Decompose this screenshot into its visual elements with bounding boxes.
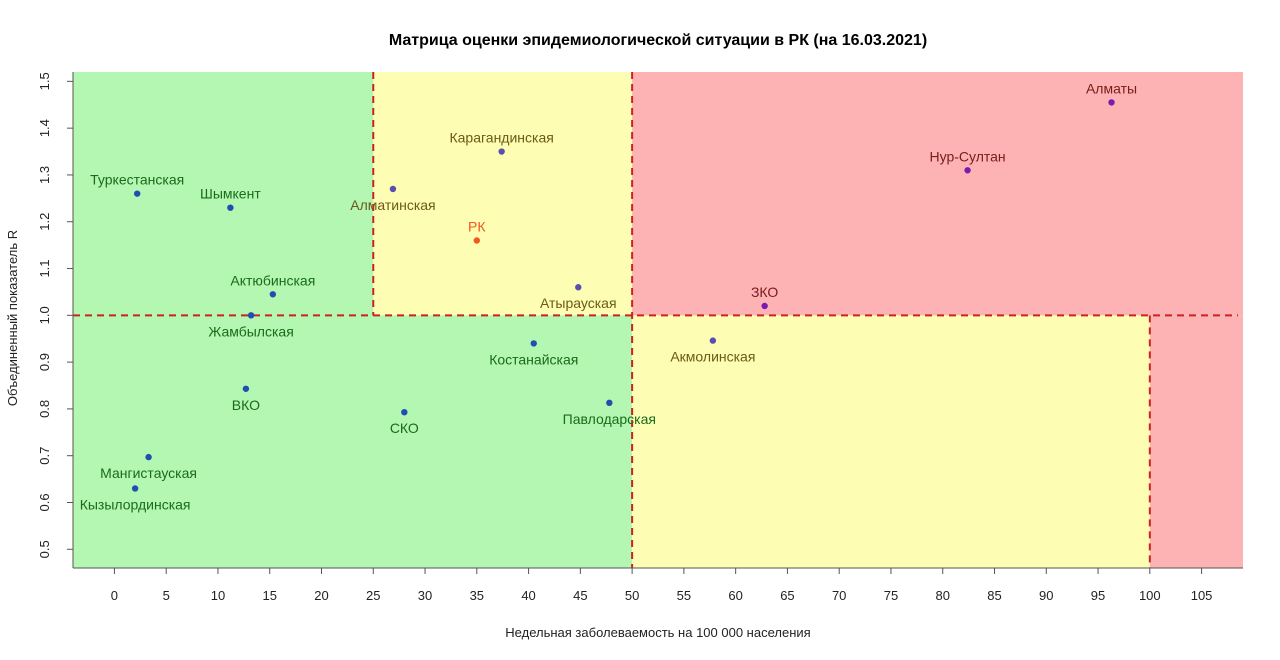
point-label: Павлодарская xyxy=(563,411,656,427)
y-tick-label: 1.5 xyxy=(37,72,52,90)
y-tick-label: 0.8 xyxy=(37,400,52,418)
y-tick-label: 1.0 xyxy=(37,306,52,324)
x-tick-label: 80 xyxy=(936,588,950,603)
point xyxy=(498,148,505,155)
point xyxy=(131,485,139,492)
x-tick-label: 15 xyxy=(262,588,276,603)
y-tick-label: 0.6 xyxy=(37,493,52,511)
point-label: Нур-Султан xyxy=(930,148,1006,164)
zone-2 xyxy=(632,315,1150,568)
point xyxy=(145,453,152,461)
y-tick-label: 1.4 xyxy=(37,119,52,137)
point-label: Алматинская xyxy=(350,197,435,213)
point xyxy=(242,385,250,392)
point-label: Акмолинская xyxy=(670,349,755,365)
y-tick-label: 1.1 xyxy=(37,259,52,277)
x-tick-label: 55 xyxy=(677,588,691,603)
x-tick-label: 5 xyxy=(163,588,170,603)
point xyxy=(247,312,255,319)
x-tick-label: 25 xyxy=(366,588,380,603)
point xyxy=(389,185,397,193)
point xyxy=(709,337,717,344)
chart-title: Матрица оценки эпидемиологической ситуац… xyxy=(389,32,927,49)
y-tick-label: 0.9 xyxy=(37,353,52,371)
x-tick-label: 75 xyxy=(884,588,898,603)
point-label: ВКО xyxy=(232,397,260,413)
point xyxy=(1108,99,1115,106)
point xyxy=(133,190,141,197)
zone-4 xyxy=(1149,315,1243,568)
x-tick-label: 70 xyxy=(832,588,846,603)
point-label: СКО xyxy=(390,420,419,436)
x-tick-label: 10 xyxy=(211,588,225,603)
x-tick-label: 45 xyxy=(573,588,587,603)
x-tick-label: 100 xyxy=(1139,588,1161,603)
point-label: Атырауская xyxy=(540,295,617,311)
point-label: Костанайская xyxy=(489,351,578,367)
point xyxy=(606,399,613,407)
point-label: Алматы xyxy=(1086,80,1137,96)
zone-backgrounds xyxy=(73,72,1243,568)
point-label: Актюбинская xyxy=(230,272,315,288)
point-label: Туркестанская xyxy=(90,172,184,188)
point xyxy=(575,284,582,291)
point-label: Карагандинская xyxy=(449,130,553,146)
x-tick-label: 30 xyxy=(418,588,432,603)
point xyxy=(530,340,537,347)
y-axis-label: Объединенный показатель R xyxy=(5,230,20,406)
y-tick-label: 1.3 xyxy=(37,166,52,184)
x-tick-label: 105 xyxy=(1191,588,1213,603)
point xyxy=(964,167,971,174)
point-label: Мангистауская xyxy=(100,465,197,481)
point-label: Жамбылская xyxy=(208,323,293,339)
x-tick-label: 40 xyxy=(521,588,535,603)
point xyxy=(473,237,481,244)
point xyxy=(761,302,768,310)
x-tick-label: 65 xyxy=(780,588,794,603)
zone-1 xyxy=(373,72,633,316)
x-tick-label: 90 xyxy=(1039,588,1053,603)
x-tick-label: 95 xyxy=(1091,588,1105,603)
point-label: Кызылординская xyxy=(80,496,191,512)
point xyxy=(227,204,234,211)
x-tick-label: 85 xyxy=(987,588,1001,603)
y-tick-label: 0.7 xyxy=(37,447,52,465)
x-tick-label: 0 xyxy=(111,588,118,603)
x-tick-label: 60 xyxy=(728,588,742,603)
threshold-lines xyxy=(73,72,1238,568)
axes: 0 5 10 15 20 25 30 35 40 45 50 55 60 65 70 75 80 85 90 95 10… xyxy=(37,72,1243,603)
x-tick-label: 35 xyxy=(470,588,484,603)
point-label: ЗКО xyxy=(751,284,778,300)
point xyxy=(401,408,408,416)
point xyxy=(269,291,277,298)
x-axis-label: Недельная заболеваемость на 100 000 насе… xyxy=(505,625,810,640)
y-tick-label: 1.2 xyxy=(37,213,52,231)
x-tick-label: 20 xyxy=(314,588,328,603)
x-tick-label: 50 xyxy=(625,588,639,603)
zone-3 xyxy=(632,72,1243,316)
y-tick-label: 0.5 xyxy=(37,540,52,558)
data-points: Туркестанская Шымкент Алматинская Караганди… xyxy=(80,80,1137,512)
point-label: РК xyxy=(468,218,486,234)
point-label: Шымкент xyxy=(200,186,261,202)
